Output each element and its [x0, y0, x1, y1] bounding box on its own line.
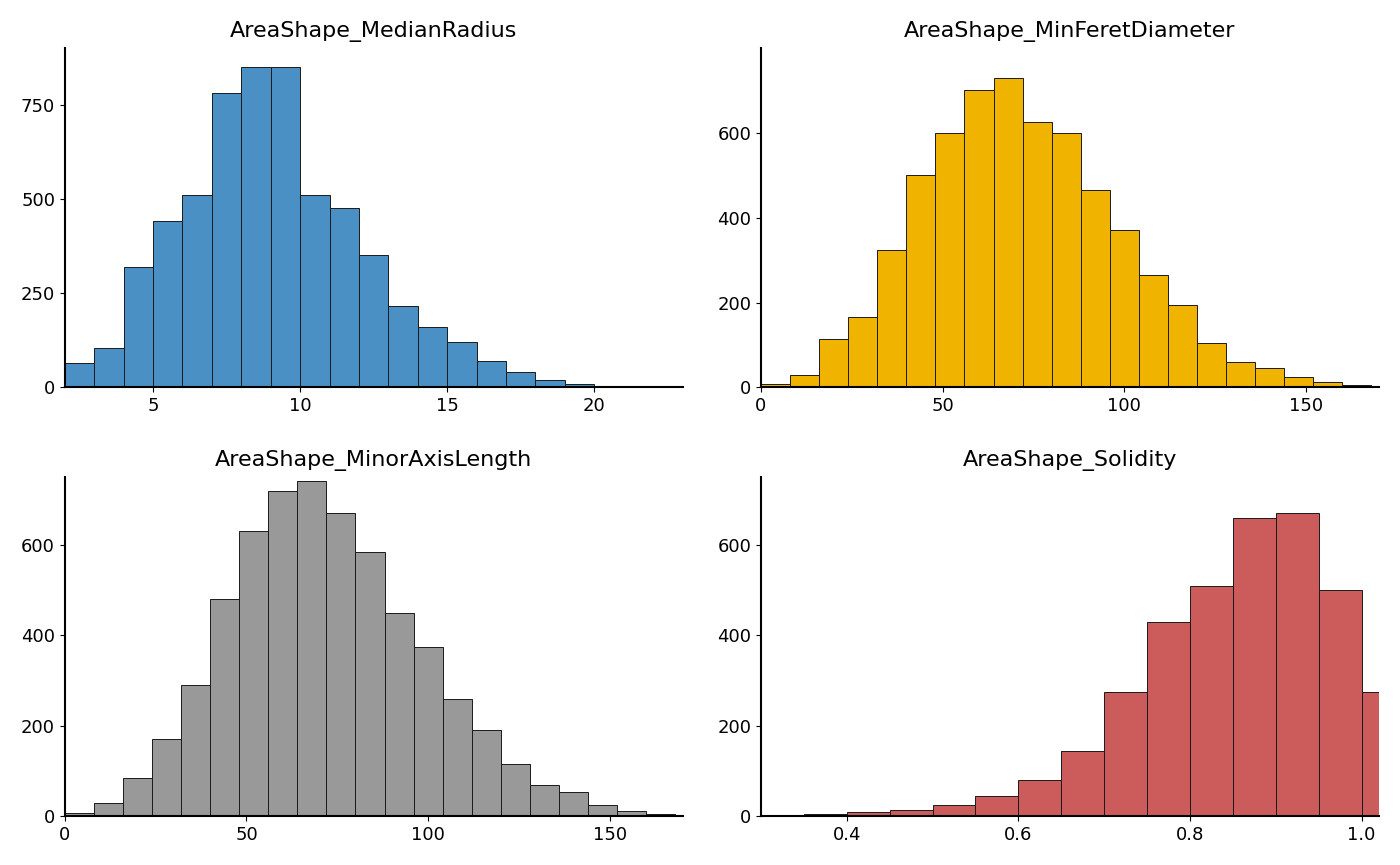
Bar — [623, 387, 654, 388]
Bar — [472, 730, 501, 817]
Bar — [300, 195, 329, 388]
Bar — [181, 685, 210, 817]
Title: AreaShape_MinorAxisLength: AreaShape_MinorAxisLength — [216, 450, 532, 471]
Bar — [358, 255, 388, 388]
Bar — [356, 552, 385, 817]
Bar — [505, 372, 535, 388]
Bar — [1147, 622, 1190, 817]
Bar — [1018, 780, 1061, 817]
Bar — [388, 306, 417, 388]
Bar — [94, 348, 123, 388]
Bar — [94, 803, 123, 817]
Bar — [1190, 586, 1233, 817]
Bar — [535, 380, 564, 388]
Bar — [647, 814, 675, 817]
Bar — [564, 384, 594, 388]
Bar — [819, 338, 848, 388]
Bar — [935, 133, 965, 388]
Bar — [559, 791, 588, 817]
Title: AreaShape_Solidity: AreaShape_Solidity — [963, 450, 1177, 471]
Bar — [1313, 382, 1343, 388]
Bar — [906, 176, 935, 388]
Bar — [889, 810, 932, 817]
Bar — [994, 78, 1022, 388]
Bar — [790, 375, 819, 388]
Bar — [153, 740, 181, 817]
Bar — [241, 67, 270, 388]
Bar — [932, 805, 976, 817]
Bar — [1061, 751, 1105, 817]
Bar — [1138, 275, 1168, 388]
Bar — [182, 195, 211, 388]
Bar — [1110, 230, 1138, 388]
Bar — [329, 208, 358, 388]
Bar — [297, 482, 326, 817]
Title: AreaShape_MedianRadius: AreaShape_MedianRadius — [230, 21, 518, 42]
Bar — [501, 765, 531, 817]
Bar — [878, 249, 906, 388]
Bar — [762, 816, 804, 817]
Bar — [447, 343, 476, 388]
Bar — [64, 363, 94, 388]
Bar — [385, 612, 413, 817]
Bar — [976, 796, 1018, 817]
Bar — [269, 490, 297, 817]
Bar — [1197, 343, 1226, 388]
Bar — [588, 805, 617, 817]
Bar — [153, 221, 182, 388]
Bar — [965, 90, 994, 388]
Bar — [442, 699, 472, 817]
Bar — [1256, 368, 1284, 388]
Bar — [1233, 518, 1275, 817]
Bar — [1022, 122, 1051, 388]
Bar — [1362, 692, 1400, 817]
Bar — [123, 778, 153, 817]
Bar — [1226, 362, 1256, 388]
Bar — [210, 599, 239, 817]
Bar — [1168, 304, 1197, 388]
Bar — [64, 813, 94, 817]
Bar — [531, 785, 559, 817]
Bar — [1081, 190, 1110, 388]
Bar — [1319, 590, 1362, 817]
Bar — [239, 531, 269, 817]
Bar — [1343, 385, 1372, 388]
Bar — [326, 513, 356, 817]
Bar — [211, 93, 241, 388]
Bar — [1105, 692, 1147, 817]
Bar — [594, 386, 623, 388]
Bar — [1284, 377, 1313, 388]
Bar — [413, 647, 442, 817]
Bar — [1051, 133, 1081, 388]
Bar — [123, 266, 153, 388]
Bar — [270, 67, 300, 388]
Bar — [417, 327, 447, 388]
Bar — [804, 814, 847, 817]
Bar — [1275, 513, 1319, 817]
Bar — [762, 384, 790, 388]
Bar — [848, 317, 878, 388]
Bar — [847, 812, 889, 817]
Bar — [476, 361, 505, 388]
Bar — [617, 811, 647, 817]
Title: AreaShape_MinFeretDiameter: AreaShape_MinFeretDiameter — [904, 21, 1236, 42]
